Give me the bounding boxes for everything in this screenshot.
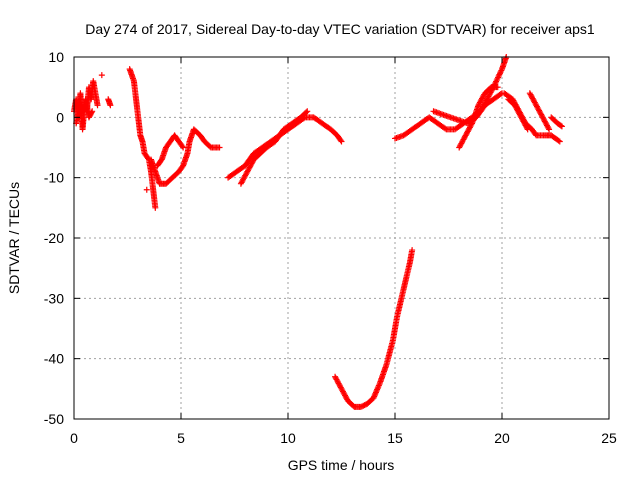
data-point xyxy=(496,71,503,78)
x-tick-label: 5 xyxy=(177,430,185,446)
data-point xyxy=(304,108,311,115)
data-point xyxy=(152,204,159,211)
axis-ticks xyxy=(73,56,610,420)
data-point xyxy=(216,144,223,151)
data-point xyxy=(546,126,553,133)
x-tick-label: 10 xyxy=(280,430,296,446)
data-point xyxy=(89,108,96,115)
x-tick-label: 20 xyxy=(494,430,510,446)
data-point xyxy=(337,137,344,144)
x-tick-label: 25 xyxy=(601,430,617,446)
data-point xyxy=(494,84,501,91)
data-point xyxy=(495,74,502,81)
y-tick-label: -40 xyxy=(44,351,64,367)
x-axis-label: GPS time / hours xyxy=(288,457,395,473)
data-point xyxy=(498,67,505,74)
data-point xyxy=(493,77,500,84)
y-tick-label: 10 xyxy=(48,49,64,65)
data-point xyxy=(143,186,150,193)
y-tick-label: -20 xyxy=(44,230,64,246)
chart-title: Day 274 of 2017, Sidereal Day-to-day VTE… xyxy=(85,21,595,37)
data-point xyxy=(545,125,552,132)
data-point xyxy=(94,102,101,109)
y-tick-labels: -50 -40 -30 -20 -10 0 10 xyxy=(44,49,64,427)
x-tick-labels: 0 5 10 15 20 25 xyxy=(70,430,617,446)
data-point xyxy=(179,143,186,150)
data-point xyxy=(107,102,114,109)
y-tick-label: 0 xyxy=(56,109,64,125)
data-point xyxy=(98,72,105,79)
x-tick-label: 15 xyxy=(387,430,403,446)
y-tick-label: -50 xyxy=(44,411,64,427)
data-point xyxy=(180,144,187,151)
data-point xyxy=(494,75,501,82)
y-axis-label: SDTVAR / TECUs xyxy=(6,182,22,294)
x-tick-label: 0 xyxy=(70,430,78,446)
data-point xyxy=(523,125,530,132)
data-point xyxy=(88,109,95,116)
data-point xyxy=(497,70,504,77)
data-point xyxy=(303,109,310,116)
data-point xyxy=(524,126,531,133)
data-point xyxy=(442,125,449,132)
data-point xyxy=(145,155,152,162)
data-point xyxy=(409,247,416,254)
data-point xyxy=(497,68,504,75)
data-point xyxy=(557,122,564,129)
data-point xyxy=(555,137,562,144)
data-point xyxy=(493,78,500,85)
data-point xyxy=(556,138,563,145)
y-tick-label: -30 xyxy=(44,290,64,306)
data-point xyxy=(468,121,475,128)
data-point xyxy=(495,73,502,80)
y-tick-label: -10 xyxy=(44,170,64,186)
data-point xyxy=(338,138,345,145)
data-point xyxy=(558,123,565,130)
